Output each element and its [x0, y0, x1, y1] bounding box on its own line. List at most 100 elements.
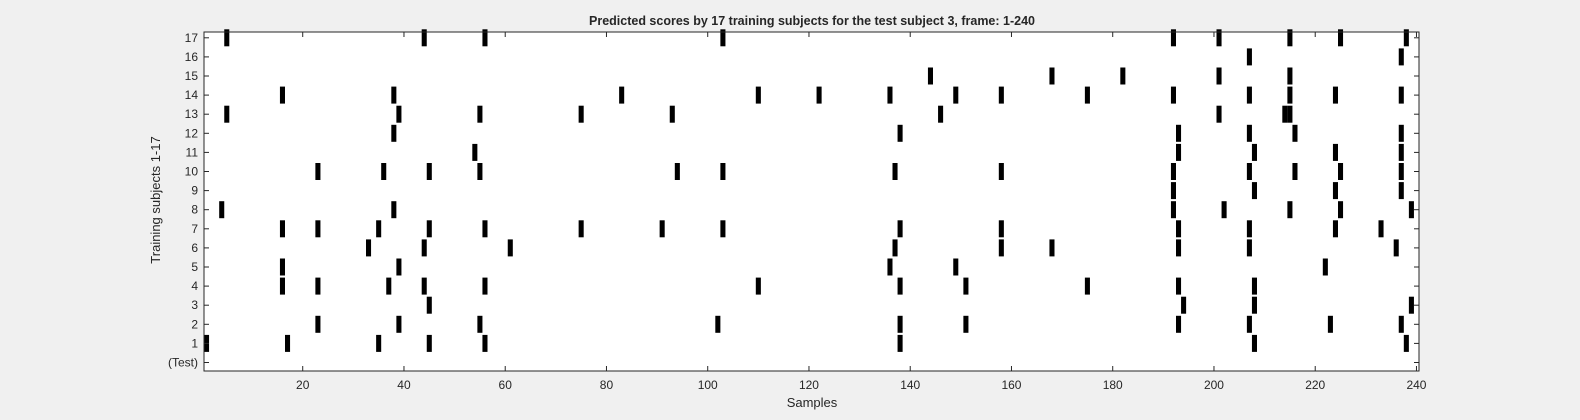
score-mark: [1398, 48, 1404, 66]
score-mark: [1332, 143, 1338, 161]
x-tick-label: 200: [1204, 378, 1224, 392]
score-mark: [1338, 29, 1344, 47]
score-mark: [1398, 143, 1404, 161]
score-mark: [1176, 239, 1182, 257]
y-tick-label: 7: [191, 222, 198, 236]
score-mark: [1393, 239, 1399, 257]
score-mark: [887, 258, 893, 276]
x-tick-label: 240: [1406, 378, 1426, 392]
score-mark: [720, 220, 726, 238]
score-mark: [285, 334, 291, 352]
score-mark: [376, 334, 382, 352]
y-tick-label: 2: [191, 317, 198, 331]
score-mark: [892, 163, 898, 180]
score-mark: [224, 105, 230, 123]
score-mark: [426, 334, 432, 352]
score-mark: [482, 334, 488, 352]
score-mark: [755, 86, 761, 104]
score-mark: [1338, 163, 1344, 180]
score-mark: [1403, 29, 1409, 47]
score-mark: [1176, 220, 1182, 238]
score-mark: [1216, 29, 1222, 47]
score-mark: [1403, 334, 1409, 352]
score-mark: [1398, 315, 1404, 333]
score-mark: [1332, 86, 1338, 104]
x-tick-label: 180: [1103, 378, 1123, 392]
score-mark: [659, 220, 665, 238]
plot-frame: [203, 31, 1420, 372]
score-mark: [998, 86, 1004, 104]
y-tick-label: 5: [191, 260, 198, 274]
score-mark: [1251, 296, 1257, 314]
score-mark: [1251, 277, 1257, 295]
x-tick-label: 100: [698, 378, 718, 392]
score-mark: [1378, 220, 1384, 238]
score-mark: [998, 220, 1004, 238]
score-mark: [1282, 105, 1288, 123]
score-mark: [477, 315, 483, 333]
score-mark: [1246, 124, 1252, 142]
score-mark: [1251, 182, 1257, 200]
score-mark: [396, 105, 402, 123]
score-mark: [1398, 86, 1404, 104]
score-mark: [391, 124, 397, 142]
score-mark: [897, 124, 903, 142]
score-mark: [1287, 201, 1293, 219]
score-mark: [816, 86, 822, 104]
score-mark: [619, 86, 625, 104]
score-mark: [1338, 201, 1344, 219]
plot-area: [204, 32, 1419, 371]
x-tick-label: 220: [1305, 378, 1325, 392]
score-mark: [1246, 48, 1252, 66]
score-mark: [1084, 277, 1090, 295]
score-mark: [279, 86, 285, 104]
score-mark: [1170, 163, 1176, 180]
score-mark: [1251, 334, 1257, 352]
x-tick-label: 80: [600, 378, 614, 392]
score-mark: [1170, 182, 1176, 200]
score-mark: [279, 258, 285, 276]
score-mark: [578, 220, 584, 238]
y-tick-label: 10: [185, 165, 199, 179]
score-mark: [421, 29, 427, 47]
score-mark: [315, 220, 321, 238]
y-axis-label: Training subjects 1-17: [148, 136, 163, 263]
score-mark: [963, 277, 969, 295]
x-tick-label: 160: [1001, 378, 1021, 392]
score-mark: [1176, 277, 1182, 295]
x-axis-ticks: 20 40 60 80 100 120 140 160 180 200 220 240: [296, 32, 1427, 392]
score-mark: [1246, 86, 1252, 104]
score-mark: [219, 201, 225, 219]
score-mark: [376, 220, 382, 238]
score-mark: [897, 220, 903, 238]
score-mark: [482, 277, 488, 295]
score-mark: [1292, 124, 1298, 142]
score-mark: [477, 105, 483, 123]
score-mark: [953, 86, 959, 104]
score-mark: [1170, 86, 1176, 104]
y-tick-label: (Test): [168, 356, 198, 370]
chart-title: Predicted scores by 17 training subjects…: [589, 14, 1035, 28]
score-mark: [938, 105, 944, 123]
x-tick-label: 20: [296, 378, 310, 392]
score-mark: [578, 105, 584, 123]
score-mark: [1221, 201, 1227, 219]
score-mark: [426, 220, 432, 238]
score-mark: [315, 315, 321, 333]
score-mark: [1176, 143, 1182, 161]
score-mark: [1216, 105, 1222, 123]
score-mark: [1216, 67, 1222, 85]
score-mark: [1322, 258, 1328, 276]
y-tick-label: 4: [191, 279, 198, 293]
score-mark: [1287, 29, 1293, 47]
score-mark: [1292, 163, 1298, 180]
score-mark: [1287, 67, 1293, 85]
score-mark: [927, 67, 933, 85]
score-mark: [315, 163, 321, 180]
score-mark: [391, 86, 397, 104]
score-mark: [391, 201, 397, 219]
score-mark: [1049, 67, 1055, 85]
score-mark: [472, 143, 478, 161]
y-tick-label: 14: [185, 88, 199, 102]
score-mark: [720, 163, 726, 180]
